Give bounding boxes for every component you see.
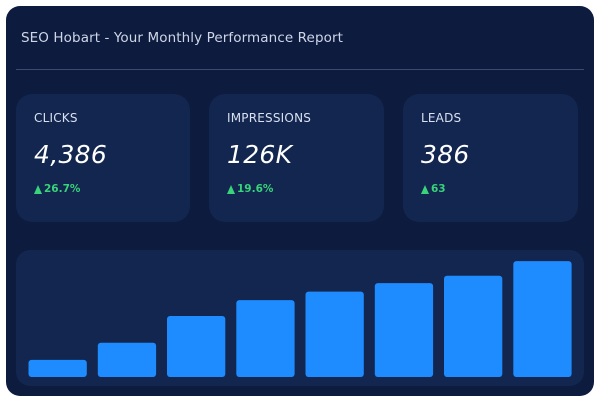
metric-value: 126K bbox=[227, 140, 293, 169]
metric-change-value: 63 bbox=[431, 183, 446, 195]
chart-bar-5 bbox=[305, 291, 364, 377]
metric-change: 26.7% bbox=[34, 183, 190, 195]
metric-change-value: 26.7% bbox=[44, 183, 81, 195]
metric-label: IMPRESSIONS bbox=[227, 111, 312, 125]
chart-bar-6 bbox=[374, 283, 434, 377]
metric-value: 4,386 bbox=[34, 140, 108, 169]
metric-change: 63 bbox=[421, 183, 578, 195]
metric-card-impressions: IMPRESSIONS 126K 19.6% bbox=[209, 94, 384, 222]
metric-card-leads: LEADS 386 63 bbox=[403, 94, 578, 222]
chart-bar-7 bbox=[444, 275, 503, 377]
chart-bar-8 bbox=[513, 261, 572, 377]
metric-change: 19.6% bbox=[227, 183, 384, 195]
metric-label: CLICKS bbox=[34, 111, 78, 125]
chart-bar-1 bbox=[28, 359, 87, 377]
chart-bar-4 bbox=[236, 300, 295, 377]
chart-bar-2 bbox=[97, 342, 157, 377]
report-title: SEO Hobart - Your Monthly Performance Re… bbox=[21, 30, 344, 46]
header-divider bbox=[16, 69, 584, 70]
metric-change-value: 19.6% bbox=[237, 183, 274, 195]
metric-value: 386 bbox=[421, 140, 470, 169]
bar-chart bbox=[28, 261, 572, 377]
arrow-up-icon bbox=[34, 184, 42, 194]
bar-chart-panel bbox=[16, 250, 584, 386]
arrow-up-icon bbox=[227, 184, 235, 194]
chart-bar-3 bbox=[167, 316, 226, 377]
metric-label: LEADS bbox=[421, 111, 462, 125]
arrow-up-icon bbox=[421, 184, 429, 194]
report-panel: SEO Hobart - Your Monthly Performance Re… bbox=[6, 6, 594, 396]
metric-card-clicks: CLICKS 4,386 26.7% bbox=[16, 94, 190, 222]
